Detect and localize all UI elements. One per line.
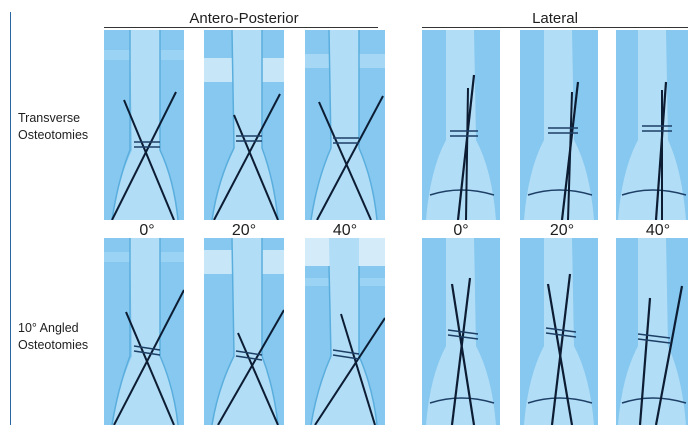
radiograph-lat-angled-40 [616, 238, 688, 425]
row-label-angled: 10° Angled Osteotomies [18, 320, 88, 354]
radiograph-ap-transverse-40 [305, 30, 385, 220]
ap-section-rule [104, 27, 378, 28]
radiograph-lat-transverse-20 [520, 30, 598, 220]
angle-label-ap-20: 20° [231, 222, 257, 239]
radiograph-lat-transverse-0 [422, 30, 500, 220]
angle-label-ap-0: 0° [139, 222, 155, 239]
ap-section-title: Antero-Posterior [189, 10, 299, 27]
radiograph-ap-angled-0 [104, 238, 184, 425]
radiograph-lat-angled-0 [422, 238, 500, 425]
angle-label-ap-40: 40° [332, 222, 358, 239]
row-label-transverse: Transverse Osteotomies [18, 110, 88, 144]
angle-label-lat-20: 20° [549, 222, 575, 239]
figure-frame-line [10, 12, 11, 425]
lateral-section-title: Lateral [532, 10, 578, 27]
row-label-angled-line1: 10° Angled [18, 321, 79, 335]
radiograph-ap-transverse-0 [104, 30, 184, 220]
row-label-transverse-line2: Osteotomies [18, 128, 89, 142]
angle-label-lat-0: 0° [453, 222, 469, 239]
row-label-angled-line2: Osteotomies [18, 338, 89, 352]
radiograph-ap-angled-40 [305, 238, 385, 425]
radiograph-ap-transverse-20 [204, 30, 284, 220]
row-label-transverse-line1: Transverse [18, 111, 81, 125]
radiograph-lat-transverse-40 [616, 30, 688, 220]
angle-label-lat-40: 40° [645, 222, 671, 239]
lateral-section-rule [422, 27, 688, 28]
radiograph-ap-angled-20 [204, 238, 284, 425]
radiograph-lat-angled-20 [520, 238, 598, 425]
